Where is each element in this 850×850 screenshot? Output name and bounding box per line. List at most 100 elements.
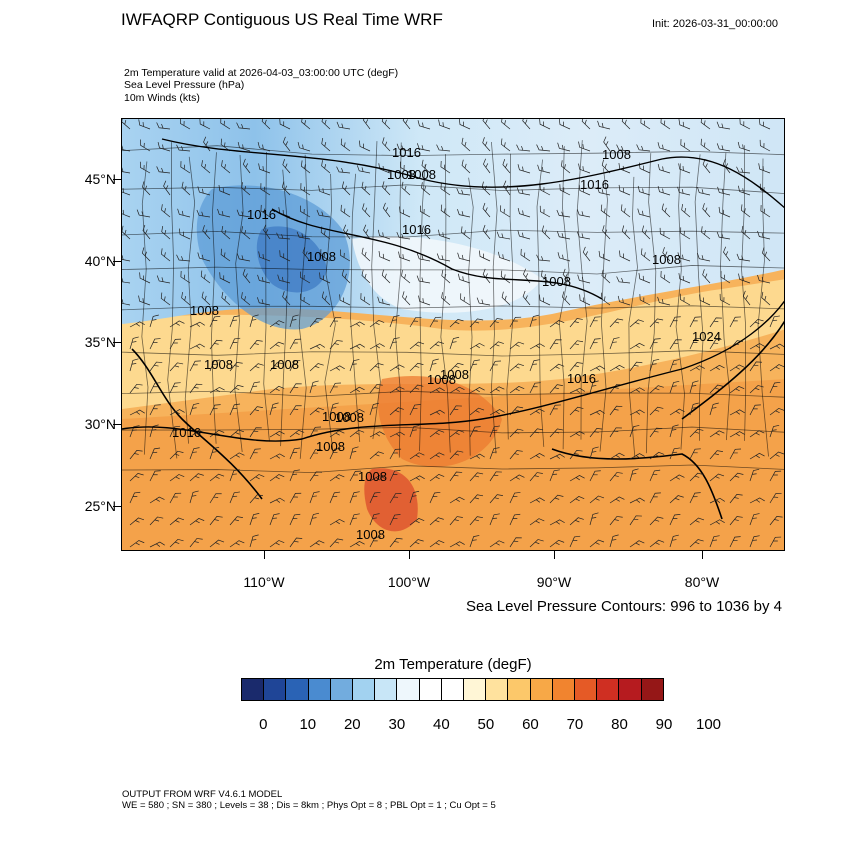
wind-barb [509,513,521,526]
wind-barb [680,139,691,152]
wind-barb [129,491,141,504]
wind-barb [382,137,391,152]
wind-barb [241,292,251,306]
wind-barb [529,382,541,394]
wind-barb [709,535,720,548]
wind-barb [762,247,771,262]
wind-barb [749,468,760,482]
colorbar-swatch [353,679,376,700]
wind-barb [309,491,320,504]
colorbar-swatch [552,679,576,700]
wind-barb [149,447,161,460]
wind-barb [549,539,565,548]
wind-barb [600,204,611,218]
wind-barb [401,270,411,284]
wind-barb [769,364,784,372]
wind-barb [669,534,679,548]
wind-barb [649,338,661,350]
wind-barb [122,143,131,152]
wind-barb [522,119,531,130]
wind-barb [289,513,301,526]
wind-barb [741,225,751,240]
wind-barb [489,360,501,372]
wind-barb [569,517,584,526]
wind-barb [500,270,511,284]
wind-barb [209,539,225,548]
wind-barb [729,409,745,416]
slp-contour-label: 1016 [247,207,276,222]
wind-barb [281,181,291,196]
wind-barb [269,320,285,328]
wind-barb [142,224,151,240]
wind-barb [500,138,511,152]
wind-barb [176,254,191,262]
wind-barb [429,517,444,526]
colorbar-swatch [308,679,331,700]
slp-contour-label: 1008 [407,167,436,182]
colorbar-swatch [508,679,531,700]
wind-barb [321,160,331,174]
state-border-line [628,176,638,459]
wind-barb [361,247,371,262]
wind-barb [139,272,151,284]
wind-barb [449,362,464,372]
colorbar-label: 0 [259,716,268,733]
wind-barb [377,296,391,306]
lon-tick [409,551,410,559]
lat-label-45: 45°N [84,171,116,187]
wind-barb [549,404,561,416]
wind-barb [489,341,504,350]
wind-barb [609,516,623,526]
wind-barb [689,448,701,460]
wind-barb [229,384,244,394]
wind-barb [129,383,143,394]
wind-barb [381,269,391,284]
wind-barb [209,404,221,416]
wind-barb [149,470,161,482]
wind-barb [409,341,425,350]
state-border-line [184,156,196,444]
wind-barb [169,538,184,548]
wind-barb [603,136,611,152]
wind-barb [649,406,664,416]
weather-map: 1016 1016 1008 1016 1008 1008 1008 1008 1008 1016… [121,118,785,551]
wind-barb [400,161,411,174]
wind-barb [438,119,451,130]
colorbar-swatch [464,679,487,700]
wind-barb [482,224,491,240]
wind-barb [349,386,365,394]
wind-barb [569,475,585,482]
state-border-line [675,163,685,450]
wind-barb [702,158,711,174]
wind-barb [541,270,551,284]
wind-barb [497,251,511,262]
wind-barb [389,537,403,548]
wind-barb [309,448,322,460]
lat-tick [113,424,121,425]
wind-barb [329,316,342,328]
wind-barb [509,316,522,328]
wind-barb [242,158,251,174]
state-border-line [280,169,289,447]
wind-barb [618,184,631,196]
wind-barb [609,472,623,482]
wind-barb [220,138,231,152]
wind-barb [389,337,400,350]
wind-barb [329,518,345,526]
wind-barb [340,204,351,218]
slp-contour-label: 1008 [387,167,416,182]
state-border-line [468,177,474,456]
wind-barb [369,402,380,416]
wind-barb [329,430,345,438]
wind-barb [249,534,259,548]
wind-barb [389,514,401,526]
state-border-line [122,350,784,357]
wind-barb [409,475,425,482]
wind-barb [569,318,583,328]
wind-barb [669,408,685,416]
wind-barb [602,225,611,240]
wind-barb [421,225,431,240]
wind-barb [509,406,524,416]
wind-barb [389,386,405,394]
wind-barb [461,137,471,152]
